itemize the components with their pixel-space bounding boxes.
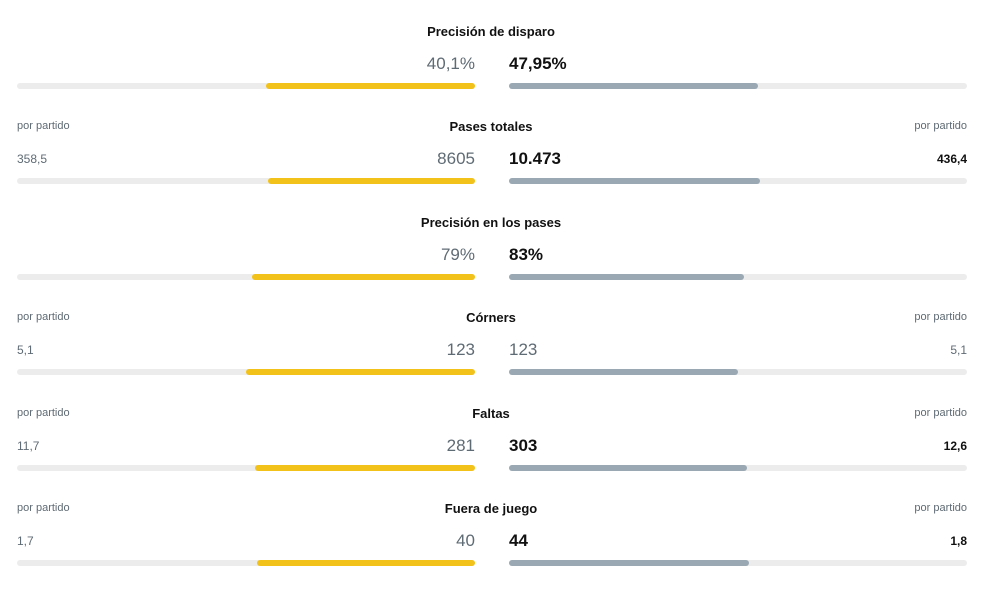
away-track bbox=[509, 178, 967, 185]
away-bar bbox=[509, 273, 744, 280]
away-track bbox=[509, 560, 967, 566]
stat-title: Precisión de disparo bbox=[427, 24, 555, 39]
home-per-match: 5,1 bbox=[17, 343, 34, 358]
away-per-match: 1,8 bbox=[950, 534, 967, 548]
home-value: 123 bbox=[446, 340, 475, 360]
away-value: 47,95% bbox=[509, 54, 567, 73]
home-value: 40 bbox=[456, 531, 475, 550]
away-value: 10.473 bbox=[509, 149, 561, 169]
away-value: 83% bbox=[509, 244, 544, 264]
home-bar bbox=[246, 369, 475, 376]
home-track bbox=[17, 83, 475, 89]
away-value: 44 bbox=[509, 531, 528, 550]
home-track bbox=[17, 273, 475, 280]
per-match-caption: por partido bbox=[914, 311, 967, 324]
home-bar bbox=[268, 178, 475, 185]
home-track bbox=[17, 178, 475, 185]
stat-title: Pases totales bbox=[449, 119, 533, 135]
away-track bbox=[509, 369, 967, 376]
away-per-match: 5,1 bbox=[950, 343, 967, 358]
away-per-match: 436,4 bbox=[936, 152, 967, 167]
home-bar bbox=[251, 273, 475, 280]
home-track bbox=[17, 369, 475, 376]
away-bar bbox=[509, 178, 761, 185]
away-track bbox=[509, 273, 967, 280]
per-match-caption: por partido bbox=[914, 502, 967, 514]
away-value: 123 bbox=[509, 340, 538, 360]
home-value: 40,1% bbox=[426, 54, 475, 73]
per-match-caption: por partido bbox=[17, 502, 70, 514]
away-bar bbox=[509, 464, 747, 471]
away-bar bbox=[509, 560, 749, 566]
per-match-caption: por partido bbox=[17, 120, 70, 133]
home-bar bbox=[266, 83, 475, 89]
away-track bbox=[509, 83, 967, 89]
away-track bbox=[509, 464, 967, 471]
away-per-match: 12,6 bbox=[943, 438, 967, 453]
home-value: 281 bbox=[446, 435, 475, 455]
away-bar bbox=[509, 83, 759, 89]
home-value: 79% bbox=[440, 244, 475, 264]
stat-title: Fuera de juego bbox=[444, 501, 538, 516]
stat-title: Faltas bbox=[472, 405, 510, 421]
per-match-caption: por partido bbox=[17, 406, 70, 419]
home-per-match: 358,5 bbox=[17, 152, 48, 167]
stat-title: Precisión en los pases bbox=[420, 214, 562, 230]
home-per-match: 1,7 bbox=[17, 534, 34, 548]
home-per-match: 11,7 bbox=[17, 438, 40, 453]
home-track bbox=[17, 464, 475, 471]
per-match-caption: por partido bbox=[17, 311, 70, 324]
home-bar bbox=[256, 560, 475, 566]
stat-title: Córners bbox=[466, 310, 516, 326]
per-match-caption: por partido bbox=[914, 120, 967, 133]
home-value: 8605 bbox=[437, 149, 475, 169]
per-match-caption: por partido bbox=[914, 406, 967, 419]
home-bar bbox=[254, 464, 475, 471]
home-track bbox=[17, 560, 475, 566]
away-bar bbox=[509, 369, 738, 376]
away-value: 303 bbox=[509, 435, 538, 455]
